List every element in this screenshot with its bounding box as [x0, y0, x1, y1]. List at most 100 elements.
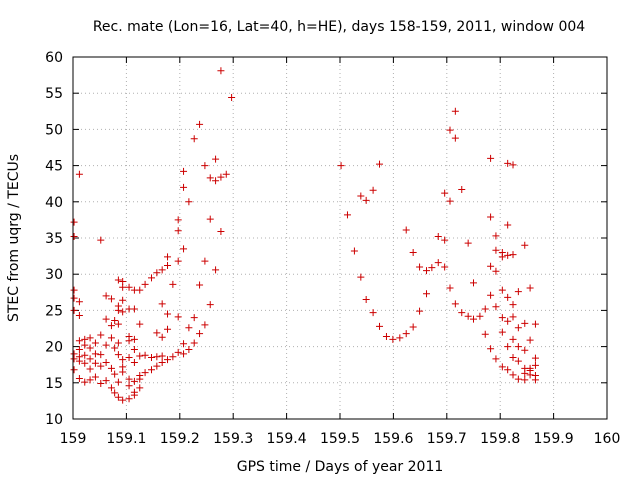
data-point [514, 324, 522, 332]
data-point [514, 288, 522, 296]
data-point [158, 359, 166, 367]
data-point [458, 309, 466, 317]
data-point [185, 324, 193, 332]
data-point [97, 380, 105, 388]
data-point [174, 216, 182, 224]
data-point [428, 264, 436, 272]
y-tick-label: 30 [45, 267, 63, 283]
data-point [458, 185, 466, 193]
data-point [206, 301, 214, 309]
data-point [75, 374, 83, 382]
data-point [504, 159, 512, 167]
data-point [119, 296, 127, 304]
data-point [125, 395, 133, 403]
data-point [357, 192, 365, 200]
data-point [212, 177, 220, 185]
data-point [114, 339, 122, 347]
data-point [206, 174, 214, 182]
data-point [75, 345, 83, 353]
data-point [487, 345, 495, 353]
y-tick-label: 40 [45, 195, 63, 211]
data-point [97, 236, 105, 244]
data-point [362, 296, 370, 304]
data-point [451, 107, 459, 115]
data-point [86, 344, 94, 352]
data-point [75, 337, 83, 345]
data-point [97, 331, 105, 339]
data-point [526, 371, 534, 379]
data-point [509, 161, 517, 169]
data-point [498, 328, 506, 336]
data-point [470, 315, 477, 323]
y-tick-label: 60 [45, 50, 63, 66]
data-point [487, 291, 495, 299]
data-point [81, 341, 89, 349]
data-point [174, 313, 182, 321]
x-tick-label: 159.5 [320, 431, 360, 447]
data-point [526, 336, 534, 344]
data-point [509, 301, 517, 309]
data-point [464, 312, 472, 320]
data-point [423, 290, 431, 298]
data-point [402, 330, 410, 338]
data-point [180, 245, 188, 253]
data-point [70, 233, 78, 241]
data-point [119, 368, 127, 376]
data-point [531, 320, 539, 328]
data-point [111, 370, 119, 378]
data-point [492, 355, 500, 363]
data-point [350, 247, 358, 255]
data-point [509, 313, 517, 321]
data-point [158, 352, 166, 360]
data-point [504, 251, 512, 259]
data-point [185, 345, 193, 353]
data-point [141, 280, 149, 288]
data-point [111, 344, 119, 352]
data-point [174, 348, 182, 356]
y-tick-label: 50 [45, 122, 63, 138]
data-point [382, 332, 390, 340]
data-point [376, 322, 384, 330]
data-point [125, 283, 133, 291]
data-point [487, 154, 495, 162]
ticks-layer: 159 159.1 159.2 159.3 159.4 159.5 159.6 159.7 15… [45, 50, 620, 447]
data-point [107, 322, 115, 330]
data-point [70, 286, 78, 294]
data-point [114, 320, 122, 328]
data-point [492, 246, 500, 254]
data-point [531, 376, 539, 384]
data-point [504, 317, 512, 325]
data-point [125, 337, 133, 345]
x-tick-label: 159 [60, 431, 87, 447]
y-tick-label: 20 [45, 340, 63, 356]
data-point [70, 294, 78, 302]
data-point [343, 211, 351, 219]
data-point [136, 352, 144, 360]
data-point [196, 281, 204, 289]
data-point [369, 309, 377, 317]
x-tick-label: 159.3 [213, 431, 253, 447]
data-point [136, 320, 144, 328]
data-point [125, 375, 133, 383]
y-tick-label: 55 [45, 86, 63, 102]
data-point [217, 173, 225, 181]
x-tick-label: 159.9 [534, 431, 574, 447]
data-point [141, 369, 149, 377]
data-point [206, 215, 214, 223]
data-point [416, 307, 424, 315]
data-point [451, 134, 459, 142]
data-point [498, 253, 506, 261]
data-point [521, 376, 529, 384]
data-point [396, 334, 404, 342]
data-point [357, 273, 365, 281]
data-point [86, 334, 94, 342]
data-point [434, 259, 442, 267]
data-point [136, 375, 144, 383]
x-tick-label: 159.4 [267, 431, 307, 447]
data-point [107, 384, 115, 392]
data-point [369, 186, 377, 194]
y-tick-label: 35 [45, 231, 63, 247]
data-point [521, 346, 529, 354]
data-point [91, 373, 99, 381]
